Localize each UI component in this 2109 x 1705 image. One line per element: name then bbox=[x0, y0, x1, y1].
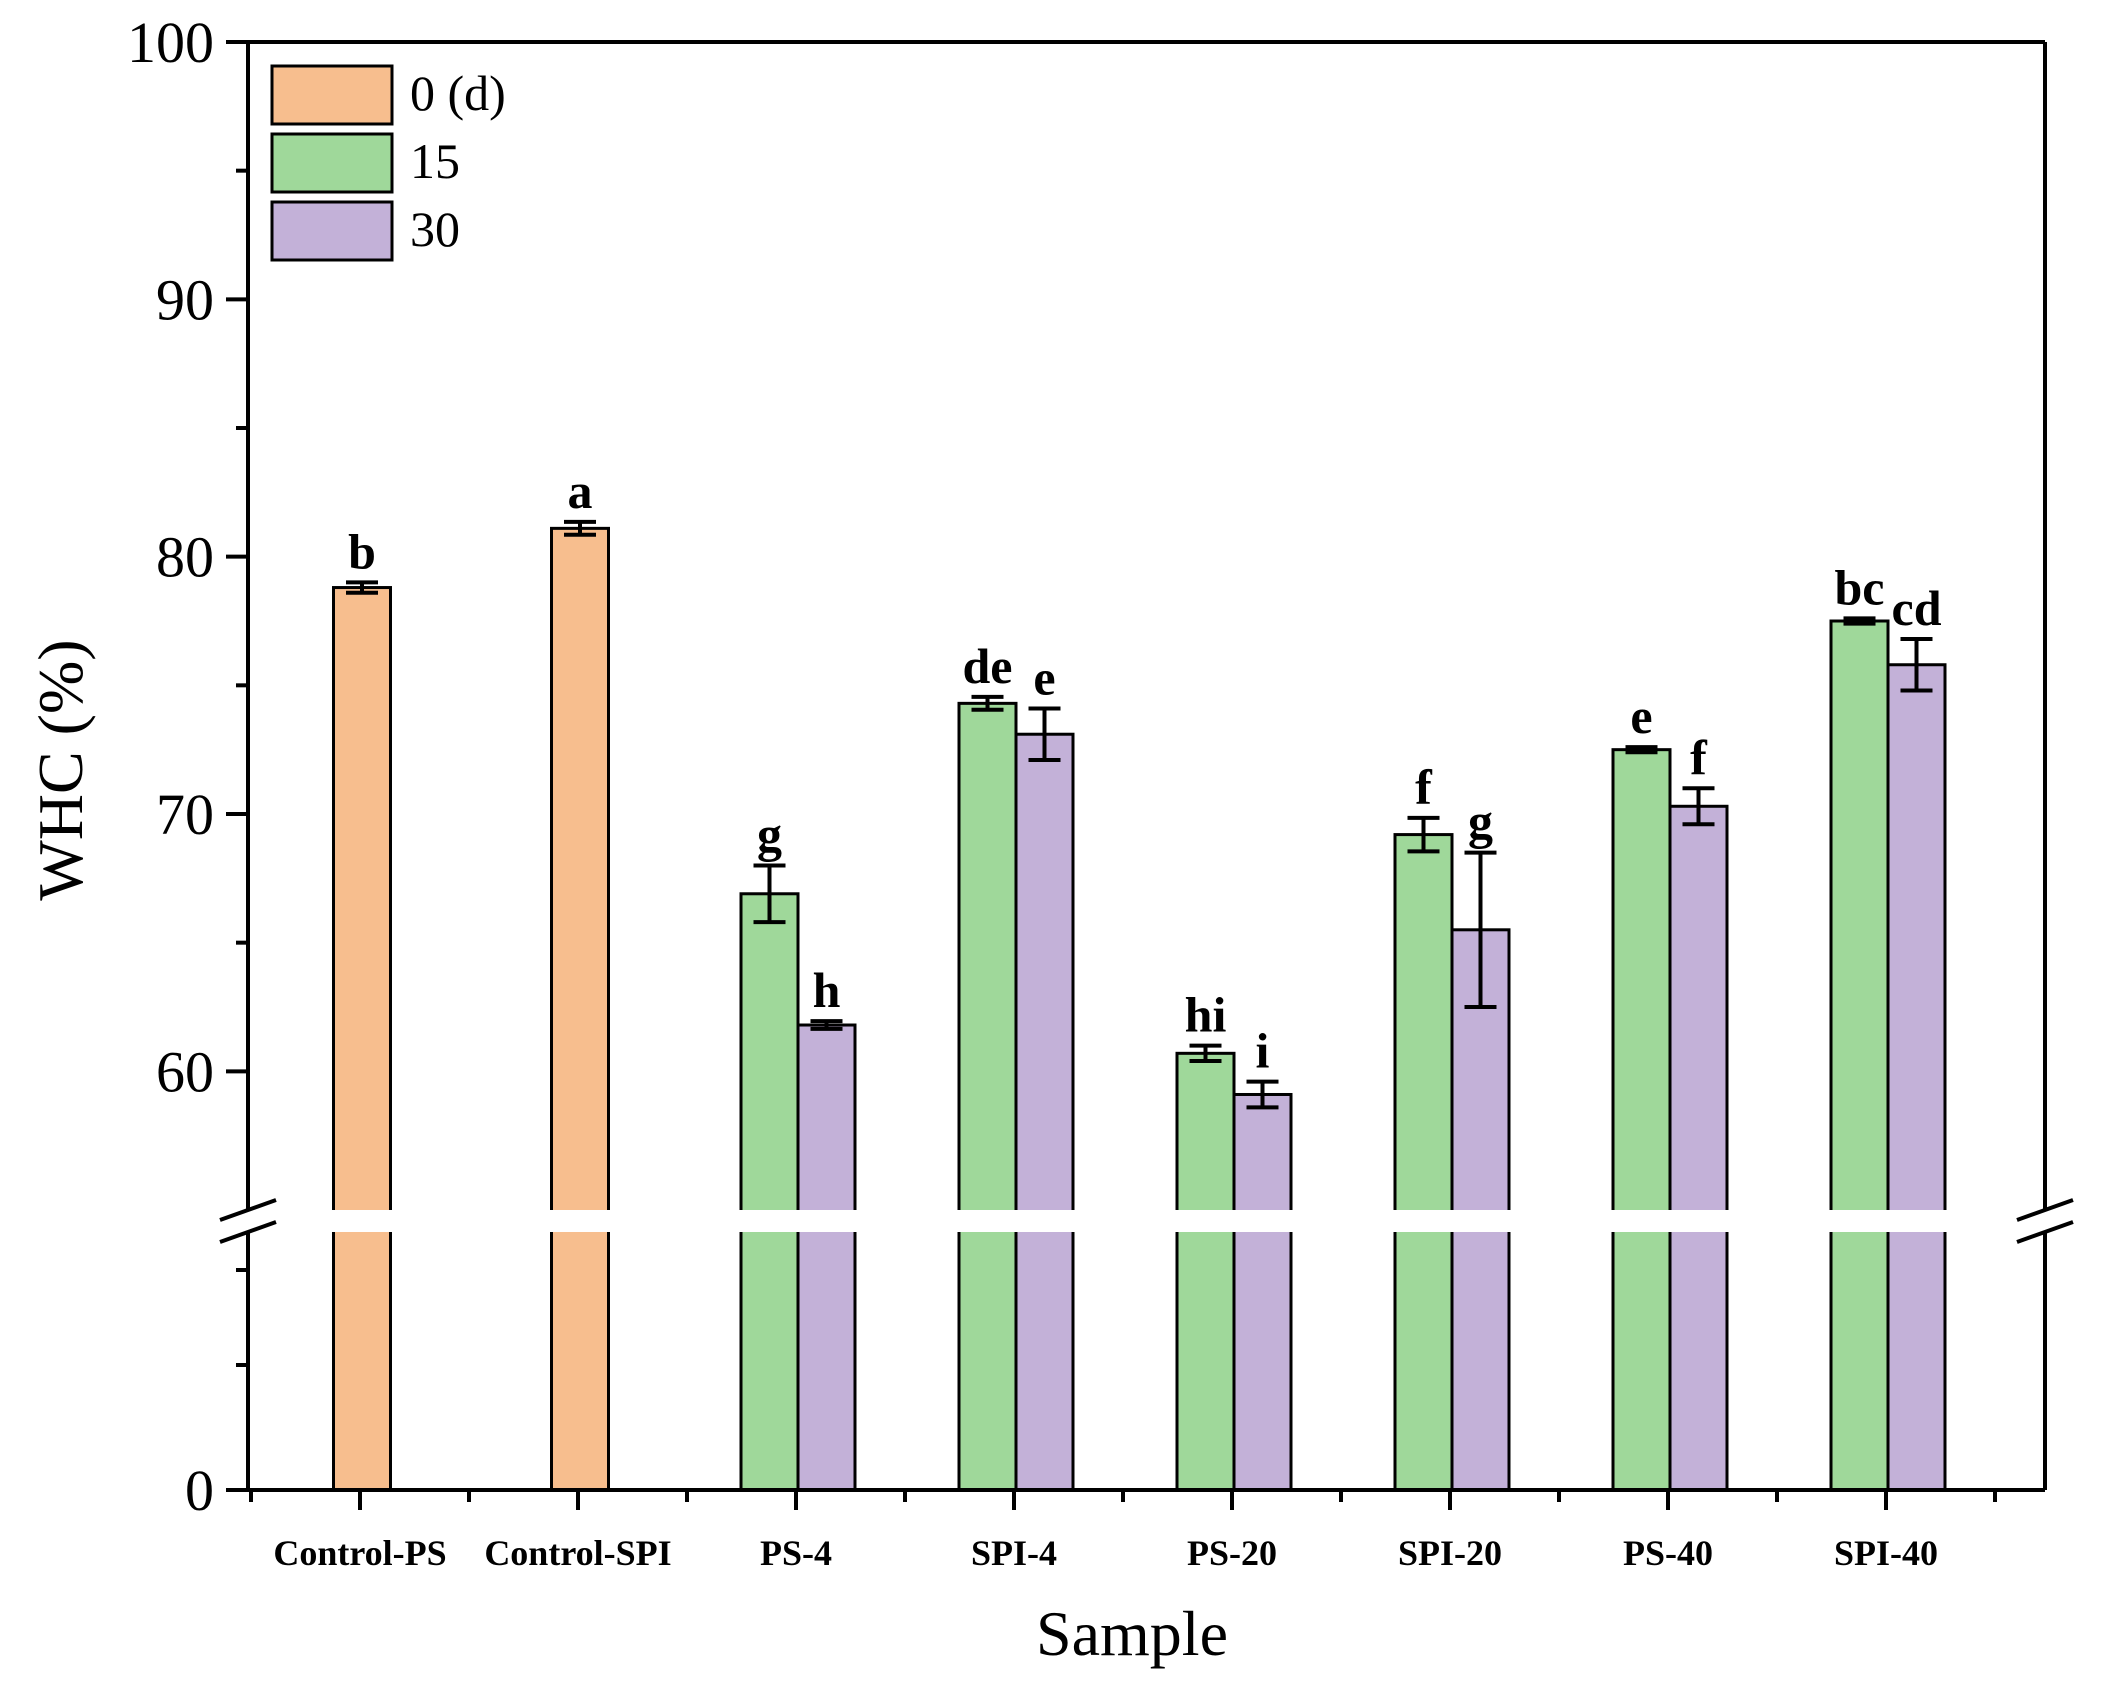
significance-letter: f bbox=[1690, 729, 1708, 785]
bar-spi-4-series-1 bbox=[957, 701, 1018, 1492]
y-tick-label: 80 bbox=[156, 525, 214, 590]
error-bars-layer bbox=[346, 519, 1933, 1110]
bars-layer bbox=[332, 526, 1947, 1492]
bar-ps-4-series-2 bbox=[796, 1023, 857, 1492]
bar-control-ps-series-0 bbox=[332, 586, 392, 1492]
x-category-label: Control-PS bbox=[273, 1533, 446, 1573]
y-tick-label: 60 bbox=[156, 1039, 214, 1104]
bar-spi-40-series-1 bbox=[1829, 619, 1890, 1492]
legend-label-0: 0 (d) bbox=[410, 65, 506, 121]
bar-spi-20-series-2 bbox=[1450, 928, 1511, 1492]
axis-break-mask bbox=[218, 1208, 278, 1234]
axis-break-layer bbox=[218, 1198, 2075, 1244]
bar-ps-20-series-1 bbox=[1175, 1051, 1236, 1492]
significance-letter: e bbox=[1033, 649, 1055, 705]
significance-letter: de bbox=[963, 638, 1013, 694]
legend-swatch-1 bbox=[270, 132, 394, 194]
legend-swatch-2 bbox=[270, 200, 394, 262]
y-axis-title: WHC (%) bbox=[25, 639, 96, 900]
significance-letter: bc bbox=[1835, 559, 1885, 615]
plot-frame bbox=[246, 40, 2047, 1492]
significance-letter: g bbox=[1468, 794, 1493, 850]
bar-spi-4-series-2 bbox=[1014, 732, 1075, 1492]
x-category-label: PS-4 bbox=[760, 1533, 832, 1573]
x-axis: Control-PS Control-SPI PS-4 SPI-4 PS-20 SPI-2… bbox=[249, 1490, 1997, 1573]
x-category-label: SPI-20 bbox=[1398, 1533, 1502, 1573]
legend-swatch-0 bbox=[270, 64, 394, 126]
legend-label-2: 30 bbox=[410, 201, 460, 257]
significance-letter: i bbox=[1256, 1023, 1270, 1079]
x-category-label: PS-20 bbox=[1187, 1533, 1277, 1573]
legend-label-1: 15 bbox=[410, 133, 460, 189]
significance-letter: g bbox=[757, 806, 782, 862]
bar-control-spi-series-0 bbox=[550, 526, 610, 1492]
legend: 0 (d) 15 30 bbox=[270, 64, 506, 262]
significance-letter: e bbox=[1630, 688, 1652, 744]
bar-spi-20-series-1 bbox=[1393, 833, 1454, 1492]
significance-letter: a bbox=[568, 463, 593, 519]
bar-ps-40-series-1 bbox=[1611, 748, 1672, 1492]
x-category-label: Control-SPI bbox=[484, 1533, 671, 1573]
axis-break-mask bbox=[2015, 1208, 2075, 1234]
x-category-label: SPI-40 bbox=[1834, 1533, 1938, 1573]
y-tick-label: 0 bbox=[185, 1458, 214, 1523]
x-axis-title: Sample bbox=[1036, 1598, 1228, 1669]
x-category-label: PS-40 bbox=[1623, 1533, 1713, 1573]
bar-ps-40-series-2 bbox=[1668, 804, 1729, 1492]
significance-letter: h bbox=[813, 962, 841, 1018]
y-tick-label: 90 bbox=[156, 267, 214, 332]
bar-ps-20-series-2 bbox=[1232, 1092, 1293, 1492]
y-tick-label: 100 bbox=[127, 10, 214, 75]
axis-break-gap bbox=[252, 1210, 2041, 1232]
x-category-label: SPI-4 bbox=[971, 1533, 1057, 1573]
bar-spi-40-series-2 bbox=[1886, 663, 1947, 1492]
significance-letter: hi bbox=[1185, 987, 1227, 1043]
y-axis: 60 70 80 90 100 0 bbox=[127, 10, 248, 1523]
bar-ps-4-series-1 bbox=[739, 892, 800, 1492]
significance-letter: b bbox=[348, 523, 376, 579]
y-tick-label: 70 bbox=[156, 782, 214, 847]
significance-letter: cd bbox=[1892, 580, 1942, 636]
significance-letter: f bbox=[1415, 759, 1433, 815]
